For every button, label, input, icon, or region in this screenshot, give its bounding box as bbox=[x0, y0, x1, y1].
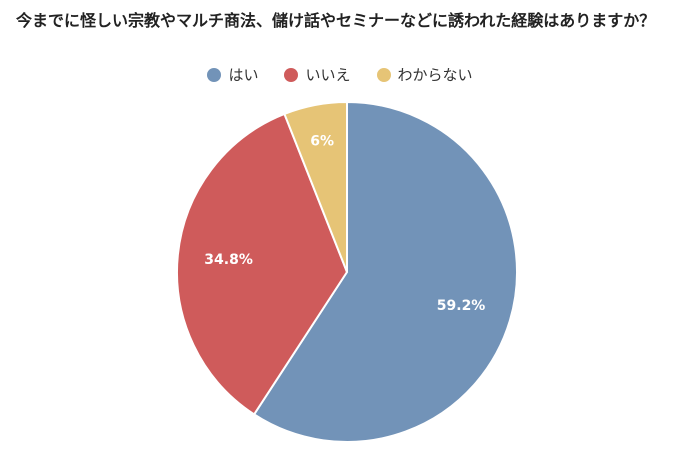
legend-swatch-unknown bbox=[376, 67, 391, 82]
legend-item-no: いいえ bbox=[284, 64, 351, 85]
legend-label-unknown: わからない bbox=[397, 66, 473, 84]
slice-label-no: 34.8% bbox=[204, 252, 253, 268]
chart-title: 今までに怪しい宗教やマルチ商法、儲け話やセミナーなどに誘われた経験はありますか？ bbox=[16, 11, 656, 30]
pie-slice-unknown bbox=[283, 100, 348, 273]
legend-label-yes: はい bbox=[228, 66, 259, 84]
pie-slice-no bbox=[176, 112, 349, 416]
pie-slice-yes bbox=[252, 100, 518, 443]
slice-label-unknown: 6% bbox=[310, 134, 334, 150]
legend-item-yes: はい bbox=[207, 64, 258, 85]
slice-label-yes: 59.2% bbox=[437, 298, 486, 314]
legend: はい いいえ わからない bbox=[0, 64, 680, 85]
legend-label-no: いいえ bbox=[305, 66, 351, 84]
legend-item-unknown: わからない bbox=[376, 64, 473, 85]
legend-swatch-no bbox=[284, 67, 299, 82]
legend-swatch-yes bbox=[207, 67, 222, 82]
